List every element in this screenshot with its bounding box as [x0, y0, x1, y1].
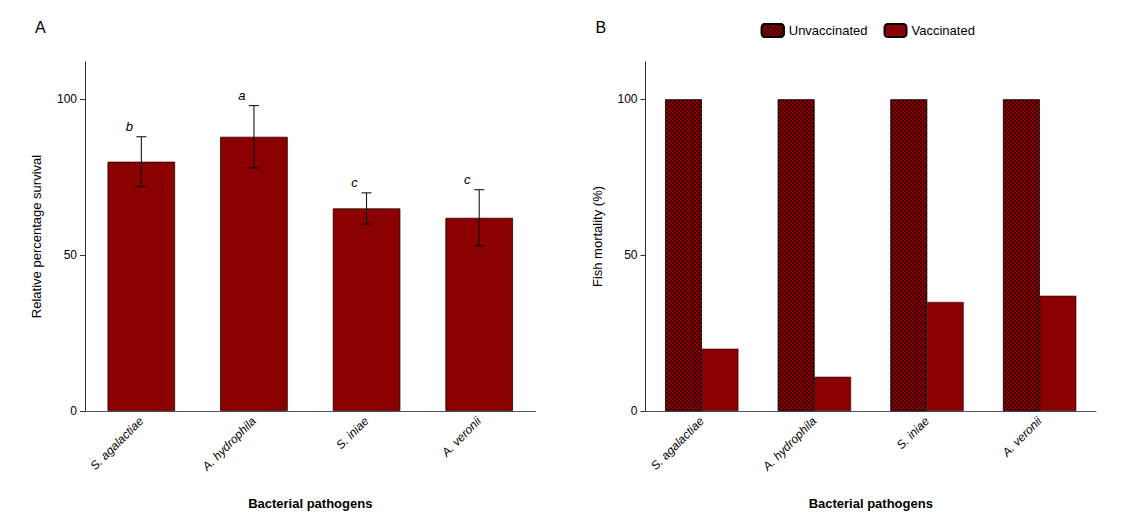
svg-text:S. iniae: S. iniae	[894, 414, 932, 452]
svg-text:a: a	[238, 88, 245, 103]
svg-text:b: b	[126, 119, 133, 134]
svg-text:100: 100	[617, 92, 637, 106]
svg-text:50: 50	[64, 248, 78, 262]
svg-text:A. hydrophila: A. hydrophila	[759, 414, 819, 474]
svg-text:50: 50	[624, 248, 638, 262]
svg-text:Fish mortality (%): Fish mortality (%)	[590, 186, 605, 287]
svg-text:Unvaccinated: Unvaccinated	[789, 23, 868, 38]
svg-text:Relative percentage survival: Relative percentage survival	[29, 155, 44, 318]
svg-text:A: A	[35, 19, 46, 36]
svg-text:S. iniae: S. iniae	[333, 414, 371, 452]
svg-text:B: B	[596, 19, 607, 36]
svg-text:c: c	[351, 175, 358, 190]
svg-text:0: 0	[70, 404, 77, 418]
svg-text:100: 100	[57, 92, 77, 106]
svg-text:Vaccinated: Vaccinated	[912, 23, 975, 38]
svg-text:c: c	[464, 172, 471, 187]
svg-text:S. agalactiae: S. agalactiae	[648, 414, 707, 473]
svg-text:A. veronii: A. veronii	[438, 414, 484, 460]
svg-text:0: 0	[631, 404, 638, 418]
svg-text:S. agalactiae: S. agalactiae	[87, 414, 146, 473]
svg-text:A. veronii: A. veronii	[999, 414, 1045, 460]
svg-text:A. hydrophila: A. hydrophila	[199, 414, 259, 474]
svg-text:Bacterial pathogens: Bacterial pathogens	[248, 496, 372, 511]
svg-text:Bacterial pathogens: Bacterial pathogens	[809, 496, 933, 511]
